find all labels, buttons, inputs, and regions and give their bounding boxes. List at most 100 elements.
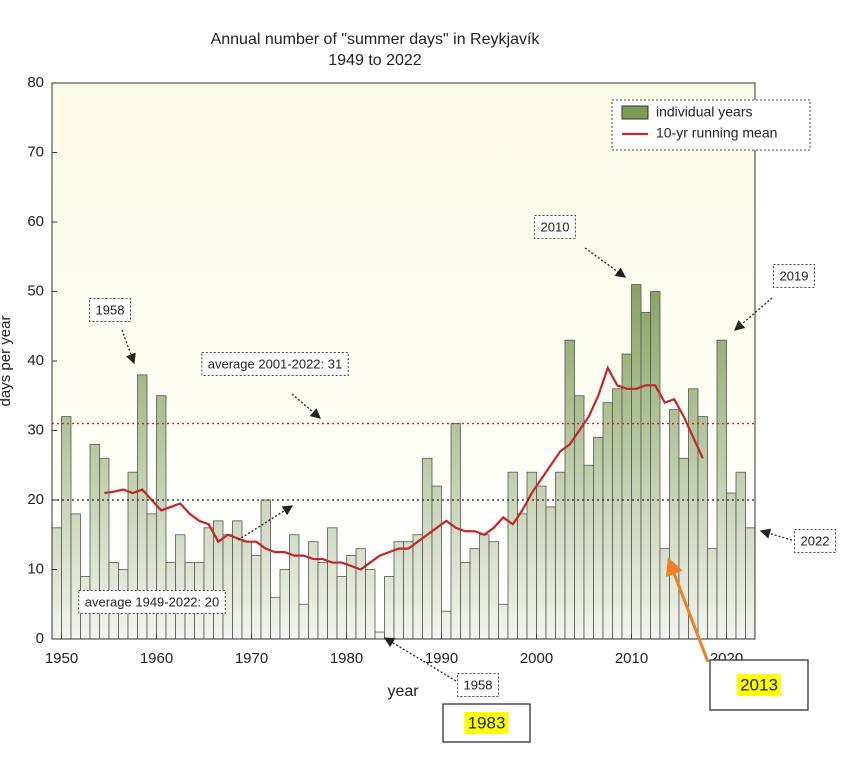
- bar: [678, 457, 689, 640]
- overlay-label: 1983: [468, 713, 506, 732]
- bar: [650, 291, 661, 640]
- bar: [716, 339, 727, 640]
- bar: [555, 471, 566, 640]
- bar: [127, 471, 138, 640]
- reference-label-arrow: [237, 505, 294, 541]
- bar: [450, 423, 461, 640]
- bar: [441, 610, 452, 640]
- bar: [403, 541, 414, 640]
- legend-label: 10-yr running mean: [656, 125, 777, 141]
- bar: [251, 555, 262, 640]
- y-axis-label: days per year: [0, 316, 14, 407]
- bar: [336, 576, 347, 640]
- bar: [460, 562, 471, 640]
- y-tick-label: 30: [27, 421, 44, 438]
- bar: [564, 339, 575, 640]
- reference-label: average 2001-2022: 31: [208, 356, 342, 371]
- annotation-box: [89, 297, 131, 322]
- y-tick-label: 0: [36, 630, 44, 647]
- bar: [659, 548, 670, 640]
- x-tick-label: 2010: [615, 650, 648, 667]
- x-tick-label: 1990: [425, 650, 458, 667]
- x-tick-label: 1980: [330, 650, 363, 667]
- bar: [374, 631, 385, 640]
- bar: [298, 603, 309, 640]
- bar: [726, 492, 737, 640]
- annotation-box: [534, 214, 576, 239]
- bar: [583, 464, 594, 640]
- bar: [289, 534, 300, 640]
- x-tick-label: 1950: [45, 650, 78, 667]
- annotation-box: [773, 263, 815, 288]
- y-tick-label: 60: [27, 213, 44, 230]
- bar: [317, 562, 328, 640]
- running-mean-line: [104, 365, 704, 571]
- reference-label-box: [201, 351, 349, 376]
- reference-label-box: [78, 589, 226, 614]
- bar: [707, 548, 718, 640]
- annotation-arrow: [121, 329, 136, 365]
- bar: [146, 513, 157, 640]
- bar: [393, 541, 404, 640]
- bar: [631, 284, 642, 640]
- bar: [384, 576, 395, 640]
- bar: [355, 548, 366, 640]
- bar: [745, 527, 756, 640]
- overlay-highlight: [464, 712, 509, 734]
- annotation-box: [794, 528, 836, 553]
- bar: [612, 388, 623, 640]
- bar: [222, 534, 233, 640]
- annotation: 1958: [464, 677, 493, 692]
- x-tick-label: 1970: [235, 650, 268, 667]
- bar: [621, 353, 632, 640]
- bar: [469, 548, 480, 640]
- bar: [61, 416, 72, 640]
- bar: [507, 471, 518, 640]
- bar: [241, 541, 252, 640]
- annotation-arrow: [734, 297, 773, 331]
- y-tick-label: 40: [27, 352, 44, 369]
- chart-title: Annual number of "summer days" in Reykja…: [211, 31, 541, 48]
- bar: [498, 603, 509, 640]
- bar: [70, 513, 81, 640]
- y-tick-label: 10: [27, 560, 44, 577]
- annotation: 2010: [541, 219, 570, 234]
- bar: [431, 485, 442, 640]
- bar: [422, 457, 433, 640]
- y-tick-label: 20: [27, 491, 44, 508]
- overlay-label: 2013: [740, 675, 778, 694]
- annotation: 2019: [780, 268, 809, 283]
- annotation: 2022: [801, 533, 830, 548]
- x-tick-label: 2000: [520, 650, 553, 667]
- bar: [488, 541, 499, 640]
- bar: [327, 527, 338, 640]
- bar: [688, 388, 699, 640]
- y-tick-label: 70: [27, 143, 44, 160]
- bar: [640, 311, 651, 640]
- bar: [735, 471, 746, 640]
- bar: [412, 534, 423, 640]
- bar: [669, 409, 680, 640]
- bar: [545, 506, 556, 640]
- bar: [365, 569, 376, 640]
- x-tick-label: 1960: [140, 650, 173, 667]
- annotation: 1958: [96, 302, 125, 317]
- x-axis-label: year: [387, 683, 419, 700]
- annotation-box: [457, 672, 499, 697]
- bar: [203, 527, 214, 640]
- bar: [308, 541, 319, 640]
- bar: [593, 437, 604, 640]
- bar: [517, 513, 528, 640]
- legend-label: individual years: [656, 104, 753, 120]
- y-tick-label: 50: [27, 282, 44, 299]
- legend-swatch: [621, 105, 649, 120]
- bar: [270, 596, 281, 640]
- chart-subtitle: 1949 to 2022: [328, 52, 422, 69]
- annotation-arrow: [584, 247, 627, 278]
- overlay-arrow: [665, 557, 710, 663]
- overlay-highlight: [737, 674, 781, 696]
- bar: [279, 569, 290, 640]
- reference-label: average 1949-2022: 20: [85, 594, 219, 609]
- bar: [175, 534, 186, 640]
